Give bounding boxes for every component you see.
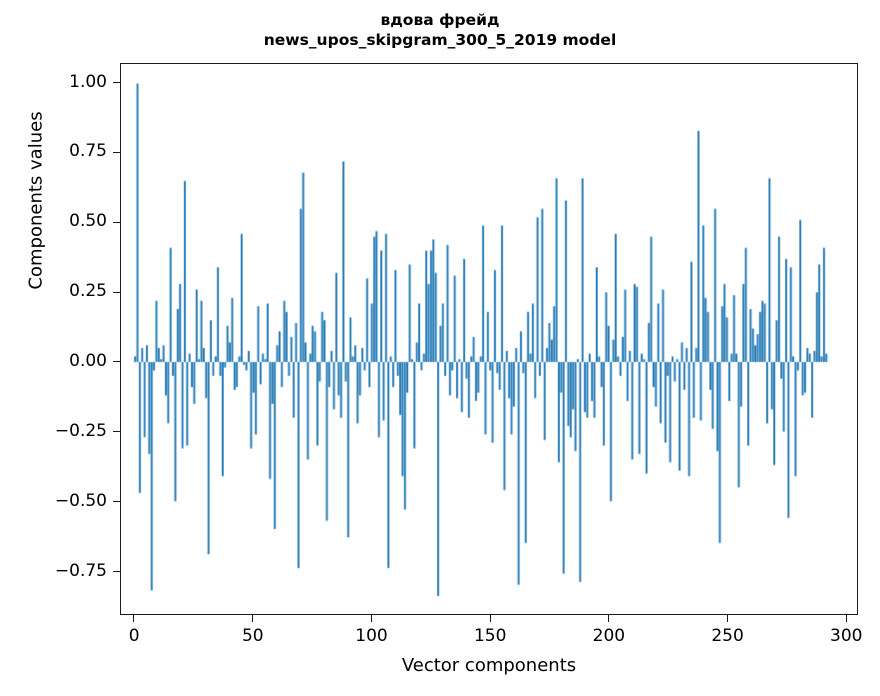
x-axis-label: Vector components [401,655,577,676]
x-tick-label: 300 [830,626,863,646]
y-tick-mark [113,291,120,293]
y-tick-label: −0.50 [54,490,107,511]
x-tick-label: 250 [711,626,744,646]
plot-axes [120,63,858,615]
x-tick-label: 0 [128,626,140,646]
y-tick-label: −0.75 [54,560,107,581]
bar-series-canvas [121,64,857,614]
x-tick-mark [608,615,610,622]
y-tick-mark [113,151,120,153]
x-tick-label: 150 [473,626,507,646]
y-tick-label: 0.00 [69,351,107,372]
x-tick-label: 100 [355,626,388,646]
chart-title: вдова фрейд news_upos_skipgram_300_5_201… [0,10,880,50]
x-tick-mark [252,615,254,622]
y-tick-label: 0.75 [69,141,107,162]
y-tick-mark [113,221,120,223]
y-tick-label: 0.25 [69,281,107,302]
y-tick-mark [113,361,120,363]
x-tick-label: 200 [592,626,626,646]
y-tick-mark [113,571,120,573]
x-tick-mark [845,615,847,622]
chart-title-line-2: news_upos_skipgram_300_5_2019 model [263,31,617,49]
x-tick-mark [133,615,135,622]
y-axis-label: Components values [25,111,47,290]
y-tick-mark [113,81,120,83]
y-tick-mark [113,431,120,433]
y-tick-label: 0.50 [69,211,107,232]
y-tick-mark [113,501,120,503]
x-tick-mark [726,615,728,622]
x-tick-label: 50 [241,626,264,646]
chart-title-line-1: вдова фрейд [380,11,500,29]
y-tick-label: −0.25 [54,420,107,441]
y-tick-label: 1.00 [69,71,107,92]
x-tick-mark [370,615,372,622]
x-tick-mark [489,615,491,622]
